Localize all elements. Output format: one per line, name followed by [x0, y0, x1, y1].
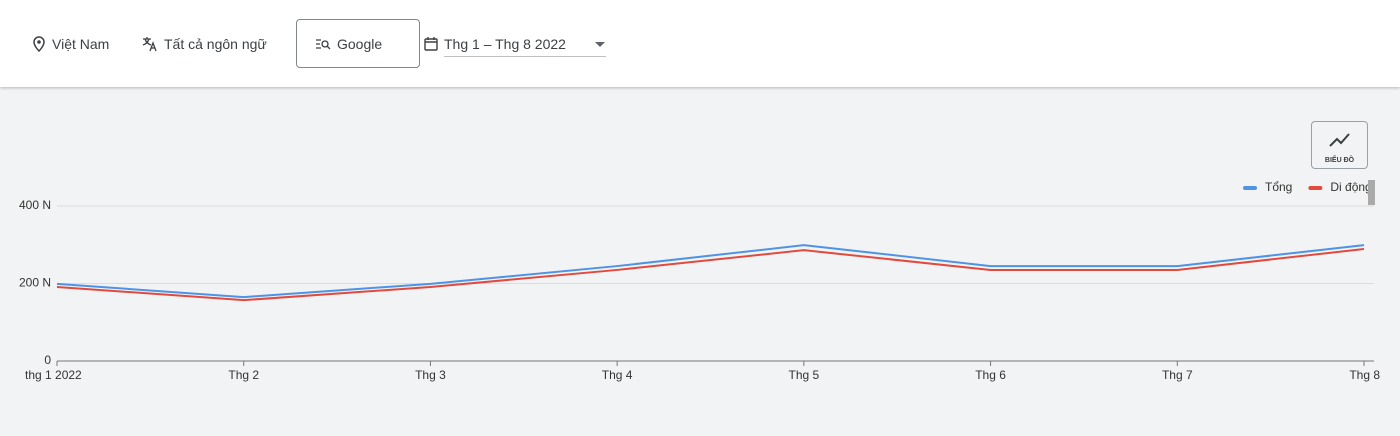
date-range: Thg 1 – Thg 8 2022 [444, 35, 566, 52]
x-tick-label: Thg 4 [602, 368, 633, 382]
search-icon [316, 38, 331, 49]
toolbar: Việt Nam Tất cả ngôn ngữ Google Thg 1 – … [0, 0, 1400, 87]
x-tick-label: Thg 3 [415, 368, 446, 382]
legend-label: Di động [1330, 180, 1371, 194]
x-tick-label: thg 1 2022 [25, 368, 82, 382]
chart: 0 200 N 400 N thg 1 2022 Thg 2 Thg 3 Thg 4 Thg … [19, 180, 1380, 382]
location-picker[interactable]: Việt Nam [32, 0, 109, 87]
date-picker[interactable]: Thg 1 – Thg 8 2022 [424, 0, 606, 87]
series-line [56, 248, 1365, 302]
series-line [56, 244, 1365, 299]
x-tick-label: Thg 2 [228, 368, 259, 382]
search-type: Google [337, 35, 383, 52]
language: Tất cả ngôn ngữ [164, 35, 267, 52]
x-tick-label: Thg 6 [975, 368, 1006, 382]
chart-button-label: BIỂU ĐỒ [1324, 157, 1355, 164]
x-tick-label: Thg 7 [1162, 368, 1193, 382]
y-tick-label: 0 [44, 353, 51, 367]
location: Việt Nam [52, 35, 110, 52]
y-tick-label: 400 N [19, 198, 51, 212]
pin-icon [33, 35, 45, 52]
calendar-icon [424, 37, 438, 51]
y-tick-label: 200 N [19, 276, 51, 290]
x-tick-label: Thg 5 [789, 368, 820, 382]
legend-label: Tổng [1265, 180, 1292, 194]
x-tick-label: Thg 8 [1349, 368, 1380, 382]
legend-scrollbar [1368, 180, 1375, 205]
language-picker[interactable]: Tất cả ngôn ngữ [142, 0, 267, 87]
chart-button[interactable]: BIỂU ĐỒ [1311, 121, 1368, 169]
chart-icon [1328, 133, 1350, 147]
dropdown-arrow [594, 41, 605, 47]
translate-icon [142, 36, 157, 51]
search-type-picker[interactable]: Google [296, 19, 420, 68]
date-underline [444, 56, 606, 57]
